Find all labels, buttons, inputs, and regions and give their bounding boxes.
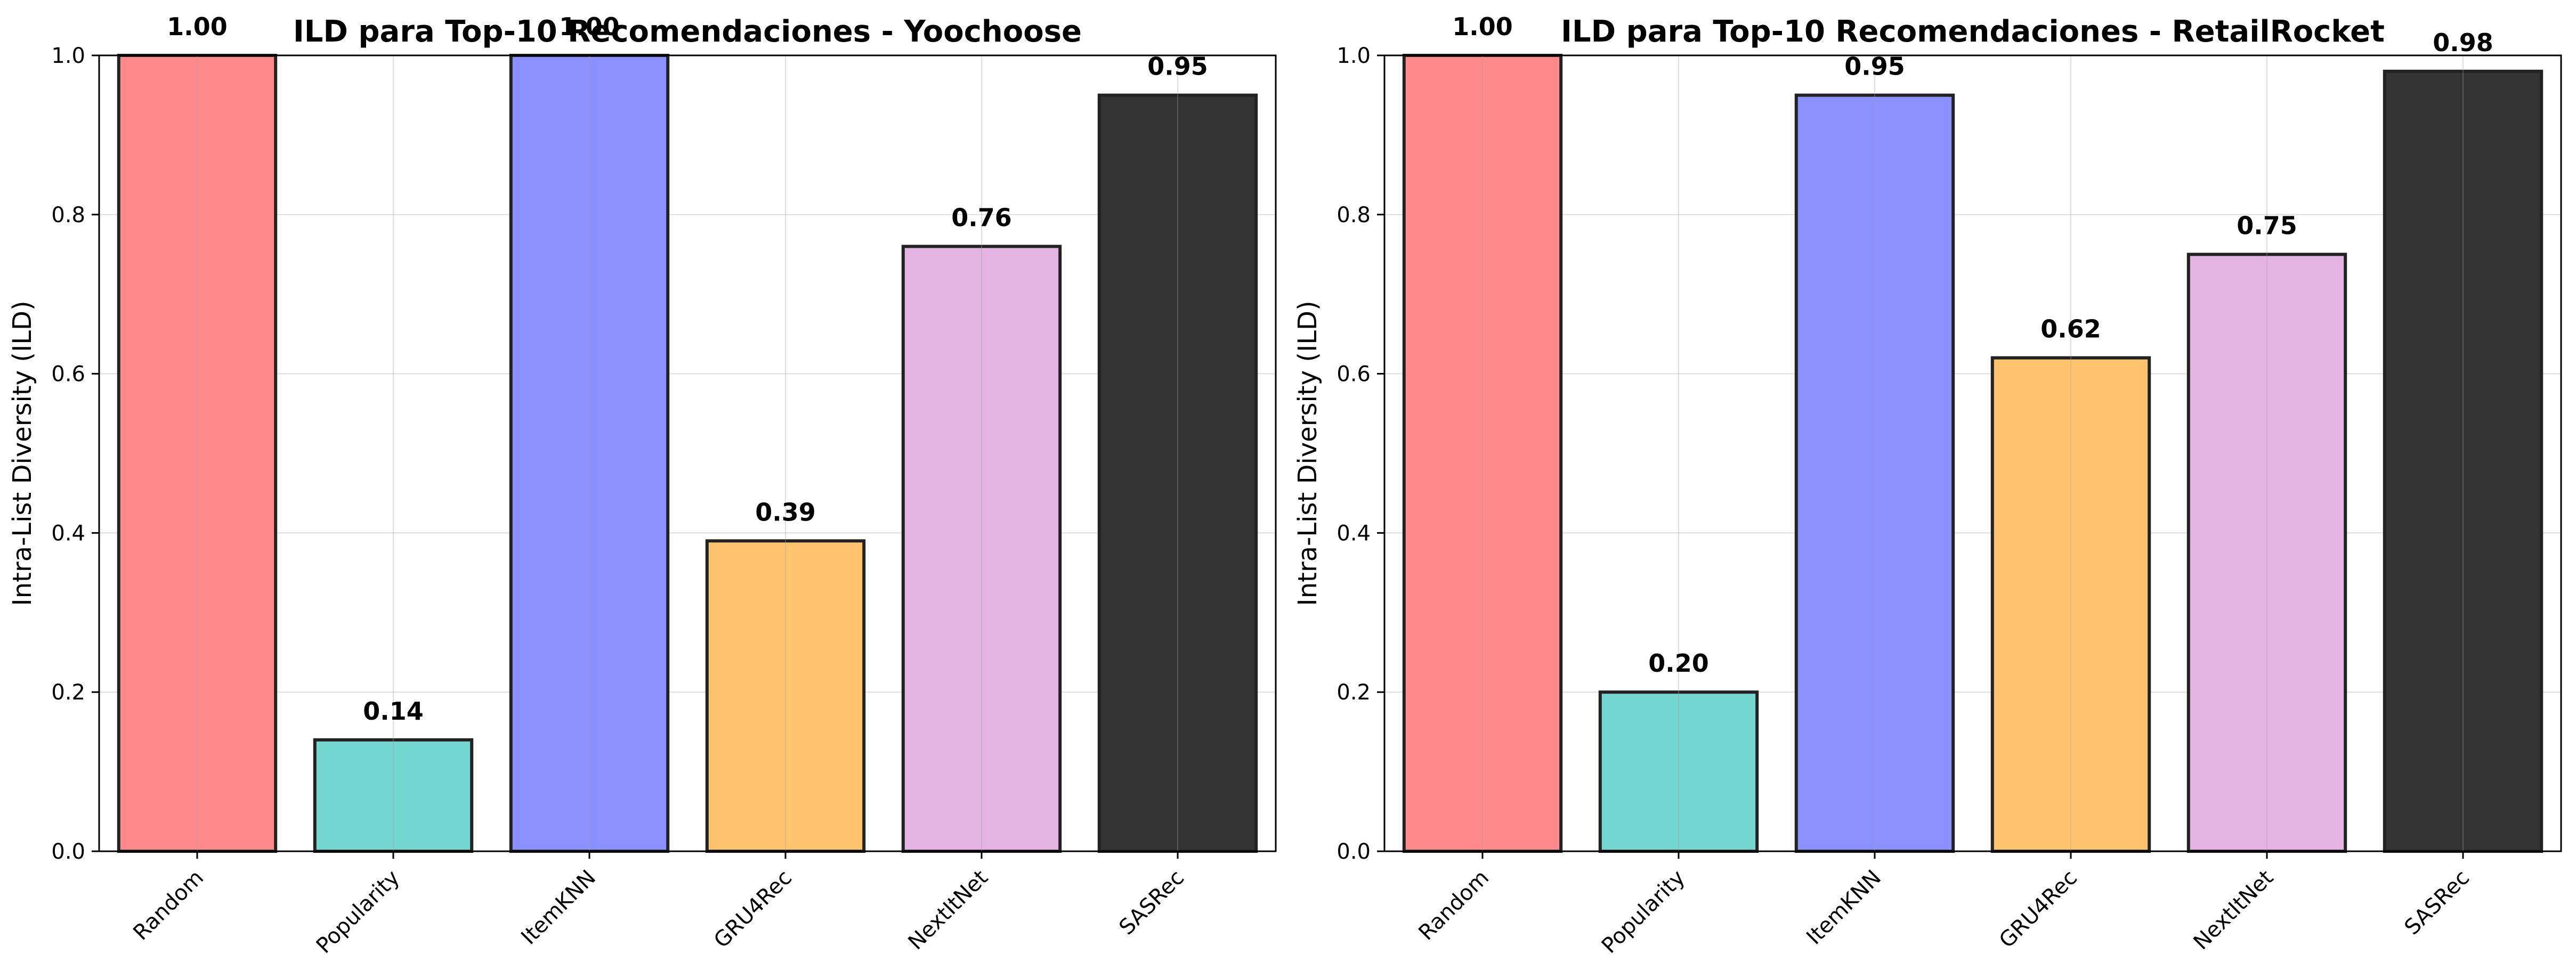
y-tick-label: 0.8 [51,203,85,227]
data-label: 0.62 [2040,315,2101,344]
bar-sasrec [2383,69,2543,853]
data-label: 0.98 [2433,28,2493,57]
y-tick-label: 0.2 [1336,680,1371,705]
axes-frame [1383,54,2562,852]
x-tick-label: GRU4Rec [709,866,797,953]
y-tick-label: 1.0 [1336,44,1371,68]
data-label: 0.76 [951,203,1012,232]
bar-gru4rec [1990,356,2151,853]
bar-nextitnet [901,245,1062,853]
y-tick-label: 0.2 [51,680,85,705]
x-tick-label: SASRec [2400,866,2474,940]
axes-frame [98,54,1277,852]
y-tick-label: 0.0 [51,840,85,864]
y-axis-label: Intra-List Diversity (ILD) [7,300,37,606]
data-label: 0.20 [1648,649,1709,678]
chart-title: ILD para Top-10 Recomendaciones - Retail… [1561,14,2385,49]
chart-panel-2: 0.0 0.2 0.4 0.6 0.8 1.0 Random Popularity ItemKN… [1293,12,2562,958]
data-label: 0.95 [1844,52,1905,81]
y-tick-label: 0.0 [1336,840,1371,864]
x-tick-label: Popularity [312,866,404,958]
y-tick-label: 0.4 [1336,521,1371,546]
y-tick-label: 0.8 [1336,203,1371,227]
x-tick-label: NextItNet [2189,866,2279,955]
bar-popularity [1598,690,1759,853]
data-label: 1.00 [1452,12,1513,41]
x-tick-label: SASRec [1114,866,1189,940]
x-tick-label: NextItNet [904,866,993,955]
x-tick-label: Random [1414,866,1494,946]
data-label: 1.00 [167,12,228,41]
x-tick-label: ItemKNN [516,866,601,950]
bar-sasrec [1097,93,1258,853]
data-label: 0.14 [363,697,424,726]
bar-itemknn [509,54,670,853]
data-label: 1.00 [559,12,620,41]
x-tick-label: ItemKNN [1802,866,1886,950]
data-label: 0.39 [755,498,816,526]
x-tick-label: Popularity [1597,866,1690,958]
bar-nextitnet [2186,253,2347,853]
x-tick-label: GRU4Rec [1995,866,2082,953]
chart-title: ILD para Top-10 Recomendaciones - Yoocho… [293,14,1082,49]
data-label: 0.75 [2237,211,2297,240]
bar-itemknn [1794,93,1955,853]
y-axis-label: Intra-List Diversity (ILD) [1293,300,1323,606]
chart-panel-1: 0.0 0.2 0.4 0.6 0.8 1.0 Random Popularity ItemKN… [7,12,1277,958]
data-label: 0.95 [1147,52,1208,81]
y-tick-label: 0.6 [51,362,85,387]
x-tick-label: Random [128,866,208,946]
y-tick-label: 1.0 [51,44,85,68]
y-tick-label: 0.4 [51,521,85,546]
bar-gru4rec [705,539,866,853]
bar-popularity [313,738,474,853]
y-tick-label: 0.6 [1336,362,1371,387]
